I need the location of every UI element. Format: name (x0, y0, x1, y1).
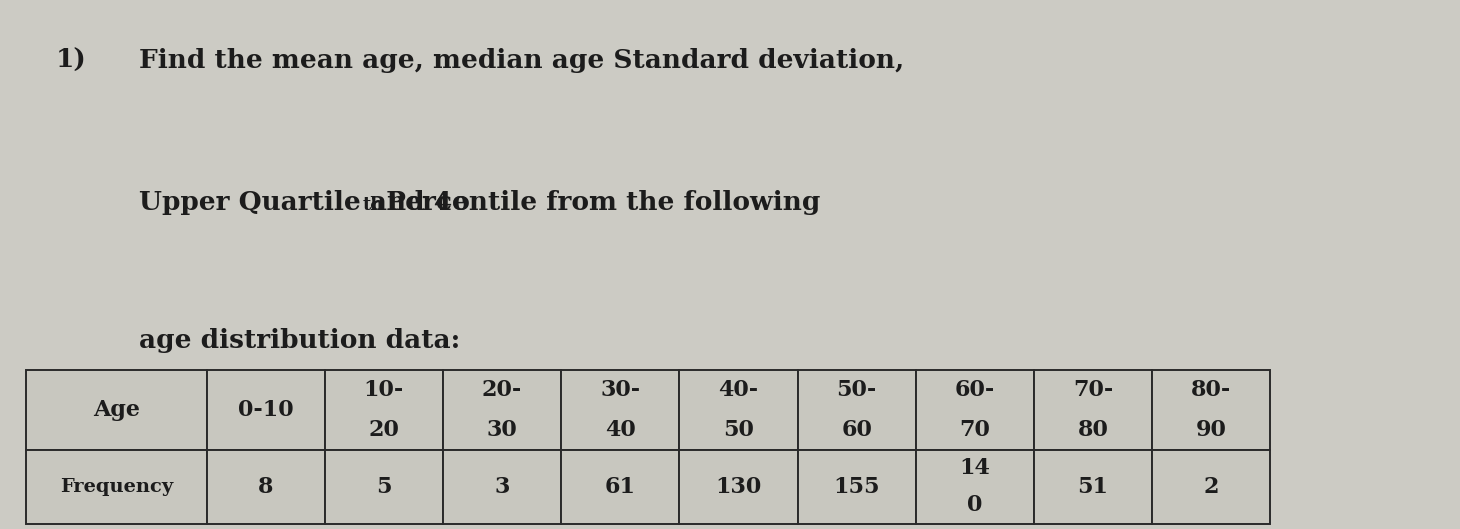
Text: 51: 51 (1077, 476, 1108, 498)
FancyBboxPatch shape (1034, 370, 1152, 450)
FancyBboxPatch shape (561, 450, 679, 524)
Text: 14: 14 (959, 458, 990, 479)
Text: 50-: 50- (837, 379, 876, 401)
Text: 10-: 10- (364, 379, 404, 401)
Text: 61: 61 (604, 476, 635, 498)
FancyBboxPatch shape (797, 370, 915, 450)
Text: 20-: 20- (482, 379, 523, 401)
Text: 40: 40 (604, 419, 635, 441)
Text: 80: 80 (1077, 419, 1108, 441)
Text: Find the mean age, median age Standard deviation,: Find the mean age, median age Standard d… (139, 48, 904, 72)
FancyBboxPatch shape (442, 450, 561, 524)
Text: 30: 30 (486, 419, 517, 441)
Text: 130: 130 (715, 476, 762, 498)
FancyBboxPatch shape (1152, 450, 1270, 524)
Text: 2: 2 (1203, 476, 1219, 498)
Text: 50: 50 (723, 419, 753, 441)
Text: 3: 3 (495, 476, 510, 498)
Text: 0-10: 0-10 (238, 399, 293, 421)
Text: Percentile from the following: Percentile from the following (378, 190, 821, 215)
Text: 5: 5 (377, 476, 391, 498)
Text: 1): 1) (55, 48, 86, 72)
Text: Upper Quartile and 4o: Upper Quartile and 4o (139, 190, 470, 215)
FancyBboxPatch shape (26, 450, 207, 524)
Text: 70: 70 (959, 419, 990, 441)
FancyBboxPatch shape (324, 370, 442, 450)
Text: 8: 8 (258, 476, 273, 498)
FancyBboxPatch shape (915, 370, 1034, 450)
Text: th: th (362, 196, 384, 214)
FancyBboxPatch shape (1034, 450, 1152, 524)
FancyBboxPatch shape (1152, 370, 1270, 450)
Text: 60: 60 (841, 419, 872, 441)
FancyBboxPatch shape (207, 370, 324, 450)
Text: Frequency: Frequency (60, 478, 174, 496)
FancyBboxPatch shape (679, 450, 797, 524)
Text: 155: 155 (834, 476, 880, 498)
Text: Age: Age (93, 399, 140, 421)
Text: age distribution data:: age distribution data: (139, 328, 460, 353)
Text: 40-: 40- (718, 379, 759, 401)
Text: 90: 90 (1196, 419, 1226, 441)
Text: 80-: 80- (1191, 379, 1231, 401)
FancyBboxPatch shape (561, 370, 679, 450)
FancyBboxPatch shape (797, 450, 915, 524)
Text: 70-: 70- (1073, 379, 1113, 401)
Text: 20: 20 (368, 419, 400, 441)
FancyBboxPatch shape (915, 450, 1034, 524)
Text: 60-: 60- (955, 379, 994, 401)
FancyBboxPatch shape (442, 370, 561, 450)
Text: 30-: 30- (600, 379, 641, 401)
FancyBboxPatch shape (324, 450, 442, 524)
Text: 0: 0 (967, 495, 983, 516)
FancyBboxPatch shape (679, 370, 797, 450)
FancyBboxPatch shape (26, 370, 207, 450)
FancyBboxPatch shape (207, 450, 324, 524)
